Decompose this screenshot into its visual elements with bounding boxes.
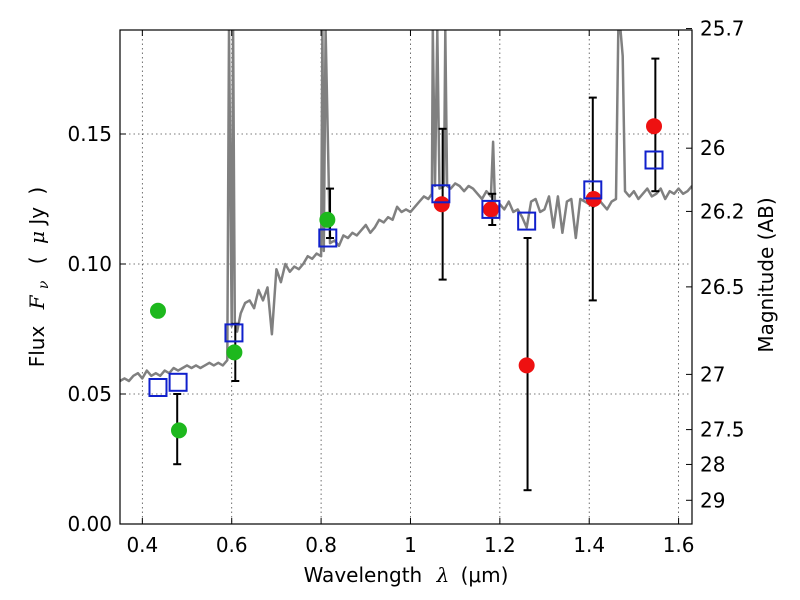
x-tick-label: 1 [404,533,417,557]
x-tick-label: 0.8 [305,533,337,557]
mag-tick-label: 25.7 [700,17,745,41]
x-tick-label: 1.6 [663,533,695,557]
plot-frame [119,29,693,525]
y-tick-label: 0.15 [67,122,112,146]
x-axis-label: Wavelength λ (μm) [304,563,509,587]
x-tick-label: 1.4 [573,533,605,557]
error-bars [173,57,660,492]
markers [148,118,664,439]
mag-tick-label: 26.2 [700,199,745,223]
data-point-green [170,422,187,439]
model-square [148,378,168,397]
mag-tick-label: 27 [700,362,725,386]
spectrum-line [120,30,692,383]
spectrum-layer [120,30,692,383]
x-tick-label: 1.2 [484,533,516,557]
ticks: 0.4 0.6 0.8 1 1.2 1.4 1.6 0.00 0.05 0.10 0.15 25.7 2… [67,17,744,557]
mag-tick-label: 26 [700,136,725,160]
x-tick-label: 0.4 [126,533,158,557]
model-square [583,180,603,200]
model-square [318,228,338,248]
data-point-green [149,302,166,319]
mag-tick-label: 29 [700,488,725,512]
data-point-green [226,344,243,361]
data-point-green [319,211,336,228]
model-square [481,199,501,219]
mag-tick-label: 26.5 [700,275,745,299]
model-square [644,150,664,170]
y-tick-label: 0.05 [67,382,112,406]
model-square [168,372,188,392]
y-tick-label: 0.10 [67,252,112,276]
model-square [224,323,244,343]
data-point-red [518,357,535,374]
mag-tick-label: 27.5 [700,418,745,442]
y-axis-label: Flux F ν ( μ Jy ) [25,187,53,368]
mag-tick-label: 28 [700,452,725,476]
x-tick-label: 0.6 [216,533,248,557]
model-square [431,184,451,204]
data-point-red [646,118,663,135]
y2-axis-label: Magnitude (AB) [754,197,778,352]
y-tick-label: 0.00 [67,512,112,536]
data-point-red [482,201,499,218]
model-square [517,211,537,231]
grid [120,30,692,525]
data-point-red [433,196,450,213]
